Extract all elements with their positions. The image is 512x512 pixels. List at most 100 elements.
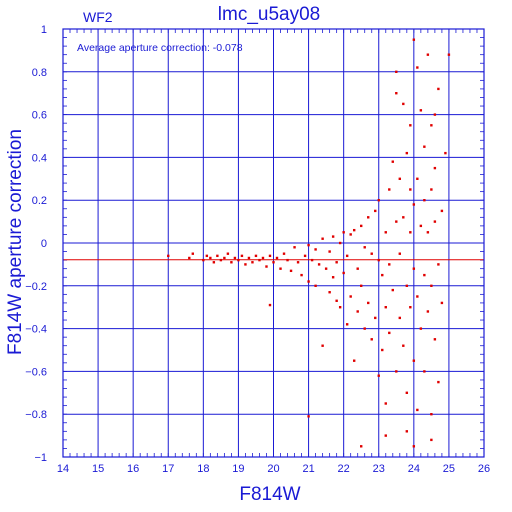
data-point [395, 220, 398, 223]
data-point [205, 254, 209, 258]
data-point [352, 228, 356, 232]
data-point [419, 327, 423, 330]
data-point [398, 252, 401, 255]
data-point [191, 252, 195, 255]
data-point [360, 284, 363, 287]
y-tick-labels: −1 −0.8 −0.6 −0.4 −0.2 0 0.2 0.4 0.6 0.8 1 [25, 24, 47, 464]
data-point [395, 92, 398, 95]
chart-title: lmc_u5ay08 [218, 4, 320, 25]
data-point [384, 306, 387, 309]
data-point [321, 237, 324, 240]
data-point [395, 370, 398, 373]
data-point [367, 216, 370, 219]
data-point [324, 267, 328, 270]
panel-label: WF2 [83, 9, 113, 25]
data-points [167, 38, 451, 448]
data-point [430, 124, 433, 127]
data-point [430, 413, 433, 416]
data-point [367, 301, 370, 305]
data-point [433, 338, 437, 341]
y-tick-label: 0.8 [32, 67, 47, 79]
data-point [430, 438, 433, 442]
data-point [409, 188, 412, 191]
data-point [437, 263, 440, 266]
data-point [381, 273, 384, 277]
y-tick-label: −0.6 [25, 366, 47, 378]
data-point [328, 250, 331, 253]
data-point [342, 231, 345, 234]
data-point [391, 288, 394, 292]
y-axis-label: F814W aperture correction [5, 129, 26, 355]
data-point [254, 254, 258, 258]
x-tick-label: 25 [443, 463, 455, 475]
x-tick-label: 17 [162, 463, 174, 475]
x-tick-label: 26 [478, 463, 490, 475]
data-point [328, 291, 331, 294]
data-point [289, 269, 293, 273]
data-point [409, 306, 412, 309]
data-point [412, 359, 416, 362]
data-point [314, 248, 317, 251]
data-point [381, 348, 384, 352]
data-point [317, 263, 321, 266]
data-point [405, 430, 409, 433]
data-point [338, 241, 342, 245]
data-point [261, 256, 265, 260]
y-tick-label: −0.8 [25, 409, 47, 421]
y-tick-label: 1 [41, 24, 47, 36]
data-point [426, 310, 430, 313]
data-point [167, 254, 170, 258]
data-point [405, 284, 409, 287]
data-point [237, 258, 240, 262]
data-point [258, 258, 261, 262]
grid [62, 28, 485, 458]
data-point [363, 327, 366, 330]
x-axis-label: F814W [239, 484, 300, 505]
data-point [265, 265, 268, 268]
data-point [216, 254, 219, 258]
data-point [352, 359, 356, 362]
data-point [384, 402, 387, 405]
data-point [426, 53, 430, 56]
data-point [300, 273, 303, 277]
data-point [430, 284, 433, 287]
data-point [416, 177, 419, 180]
data-point [296, 261, 300, 264]
data-point [377, 199, 380, 202]
data-point [405, 151, 409, 155]
data-point [212, 261, 216, 264]
data-point [247, 256, 251, 260]
data-point [345, 323, 349, 326]
x-tick-label: 24 [408, 463, 420, 475]
data-point [423, 145, 426, 148]
data-point [409, 231, 412, 234]
data-point [374, 316, 377, 320]
data-point [433, 113, 437, 116]
data-point [268, 303, 272, 307]
data-point [230, 261, 233, 264]
data-point [321, 344, 324, 347]
data-point [437, 87, 440, 91]
data-point [275, 256, 279, 260]
data-point [377, 374, 380, 377]
data-point [405, 391, 409, 394]
x-tick-label: 18 [197, 463, 209, 475]
data-point [331, 235, 335, 238]
data-point [314, 284, 317, 287]
data-point [423, 273, 426, 277]
data-point [279, 267, 282, 270]
data-point [209, 256, 212, 260]
data-point [423, 199, 426, 202]
y-tick-label: 0.2 [32, 195, 47, 207]
data-point [363, 246, 366, 249]
data-point [377, 258, 380, 262]
data-point [388, 263, 391, 266]
data-point [419, 224, 423, 228]
y-tick-label: −0.4 [25, 324, 47, 336]
data-point [244, 263, 247, 266]
data-point [402, 216, 405, 219]
data-point [433, 220, 437, 223]
data-point [370, 338, 373, 341]
data-point [447, 53, 451, 56]
